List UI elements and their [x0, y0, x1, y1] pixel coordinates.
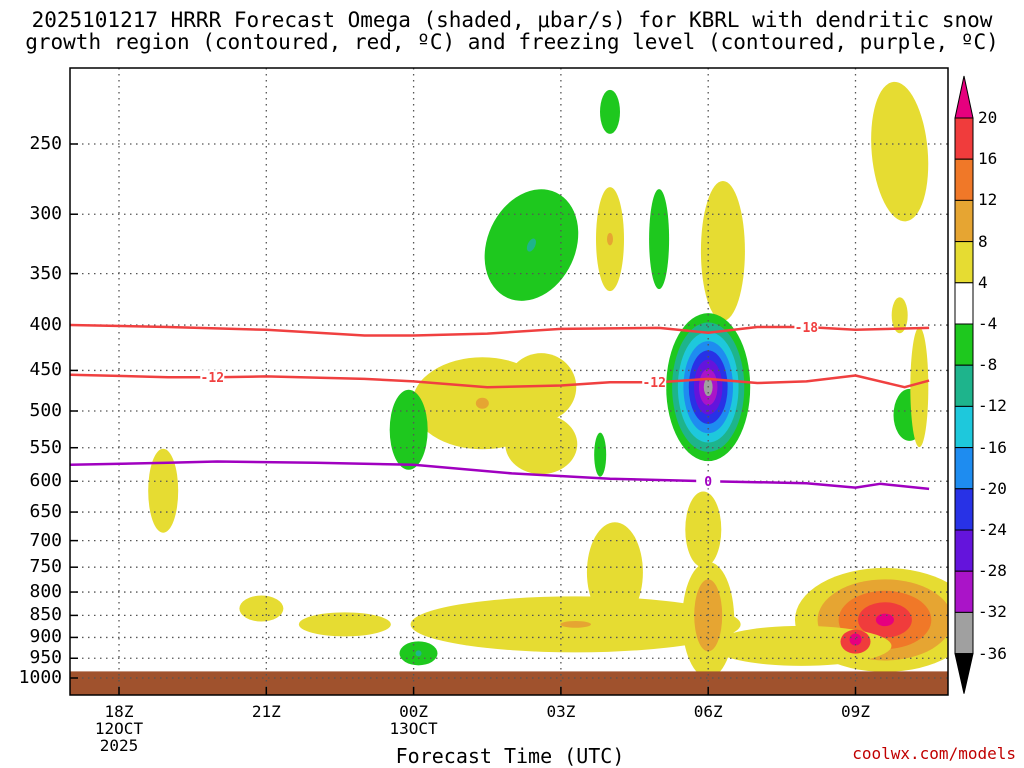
y-tick-label-450: 450: [29, 359, 62, 381]
y-tick-label-350: 350: [29, 262, 62, 284]
contour-label-bg-1-0: [200, 370, 225, 385]
colorbar-band--24--20: [954, 488, 974, 531]
omega-region-8-level--4: [389, 389, 428, 470]
colorbar-band--8--4: [954, 323, 974, 366]
ground-surface: [70, 671, 948, 695]
colorbar-band-12-16: [954, 158, 974, 201]
x-tick-label-3-0: 03Z: [546, 702, 576, 721]
contour-label-0-0: -18: [795, 321, 819, 336]
omega-region-1-level--8: [526, 238, 536, 252]
colorbar-band--16--12: [954, 405, 974, 449]
omega-region-14-level--8: [415, 650, 422, 657]
omega-extra-10: [685, 491, 722, 568]
omega-region-4-level-4: [700, 180, 745, 321]
contour-label-1-0: -12: [201, 371, 224, 386]
colorbar-label--24: -24: [978, 520, 1007, 539]
y-tick-label-750: 750: [29, 556, 62, 578]
contour-label-2-0: 0: [704, 475, 712, 490]
omega-region-11-level-8: [560, 620, 591, 628]
credit-link[interactable]: coolwx.com/models: [852, 744, 1016, 763]
contour-layer: -18 -12 -12 0: [70, 319, 930, 491]
x-tick-label-0-2: 2025: [99, 736, 139, 755]
grid-lines: [70, 68, 948, 695]
omega-extra-1: [239, 595, 284, 622]
colorbar-band--4-4: [954, 282, 974, 325]
colorbar-band-4-8: [954, 241, 974, 284]
colorbar-label--20: -20: [978, 478, 1007, 498]
omega-extra-2: [586, 522, 643, 623]
colorbar-label--28: -28: [978, 561, 1007, 581]
x-tick-label-2-0: 00Z: [399, 702, 429, 721]
y-tick-label-900: 900: [29, 626, 62, 648]
omega-region-10-level-4: [148, 448, 179, 533]
contour-1: [70, 373, 930, 389]
omega-extra-8: [849, 633, 862, 646]
contour-2: [70, 460, 930, 491]
x-tick-label-0-0: 18Z: [104, 702, 134, 721]
colorbar-label--12: -12: [978, 396, 1007, 416]
x-tick-label-4-0: 06Z: [693, 702, 723, 721]
plot-frame: [69, 67, 949, 696]
y-tick-label-700: 700: [29, 529, 62, 551]
omega-region-13-level-20: [875, 613, 895, 627]
omega-extra-6: [891, 297, 908, 334]
omega-extra-11: [594, 432, 607, 477]
x-tick-label-5-0: 09Z: [841, 702, 870, 721]
contour-label-bg-2-0: [696, 474, 721, 489]
y-tick-label-1000: 1000: [18, 667, 62, 688]
contour-label-bg-1-1: [642, 375, 667, 390]
colorbar-label--32: -32: [978, 602, 1007, 622]
chart-title-line-1: 2025101217 HRRR Forecast Omega (shaded, …: [31, 8, 993, 32]
colorbar-band--32--28: [954, 570, 974, 613]
colorbar-label-12: 12: [978, 190, 998, 210]
omega-region-2-level-8: [607, 232, 613, 246]
y-tick-label-550: 550: [29, 436, 62, 458]
colorbar-band-8-12: [954, 199, 974, 243]
colorbar-band--20--16: [954, 447, 974, 490]
omega-extra-12: [600, 89, 620, 134]
omega-extra-5: [910, 327, 929, 448]
y-tick-label-600: 600: [29, 470, 62, 492]
contour-label-bg-0-0: [794, 319, 819, 334]
omega-extra-0: [298, 612, 391, 637]
y-tick-label-300: 300: [29, 203, 62, 225]
x-tick-label-1-0: 21Z: [251, 702, 281, 721]
colorbar-label-20: 20: [978, 108, 998, 127]
y-tick-label-650: 650: [29, 501, 62, 523]
x-axis-title: Forecast Time (UTC): [395, 744, 625, 768]
colorbar-label-4: 4: [978, 272, 988, 292]
colorbar-band-16-20: [954, 117, 974, 160]
y-tick-label-400: 400: [29, 314, 62, 336]
colorbar-band--36--32: [954, 611, 974, 655]
chart-title-line-2: growth region (contoured, red, ºC) and f…: [25, 30, 999, 54]
colorbar-top-arrow: [954, 75, 974, 119]
omega-extra-3: [505, 414, 578, 475]
x-tick-label-2-1: 13OCT: [389, 719, 438, 738]
y-tick-label-500: 500: [29, 400, 62, 421]
colorbar-label--36: -36: [978, 643, 1007, 663]
x-tick-label-0-1: 12OCT: [94, 719, 144, 738]
y-tick-label-250: 250: [29, 133, 62, 154]
omega-region-0-level-4: [871, 81, 929, 222]
colorbar-label--16: -16: [978, 437, 1007, 457]
colorbar-band--28--24: [954, 529, 974, 572]
colorbar: [954, 75, 974, 694]
y-tick-label-850: 850: [29, 604, 62, 626]
y-tick-label-800: 800: [29, 581, 62, 603]
colorbar-label-8: 8: [978, 231, 988, 251]
colorbar-bottom-arrow: [954, 653, 974, 694]
y-tick-label-950: 950: [29, 647, 62, 669]
contour-label-1-1: -12: [642, 376, 665, 391]
colorbar-label-16: 16: [978, 149, 998, 169]
omega-region-6-level-8: [475, 397, 489, 409]
colorbar-band--12--8: [954, 364, 974, 407]
colorbar-label--8: -8: [978, 355, 998, 375]
colorbar-label--4: -4: [978, 314, 998, 333]
